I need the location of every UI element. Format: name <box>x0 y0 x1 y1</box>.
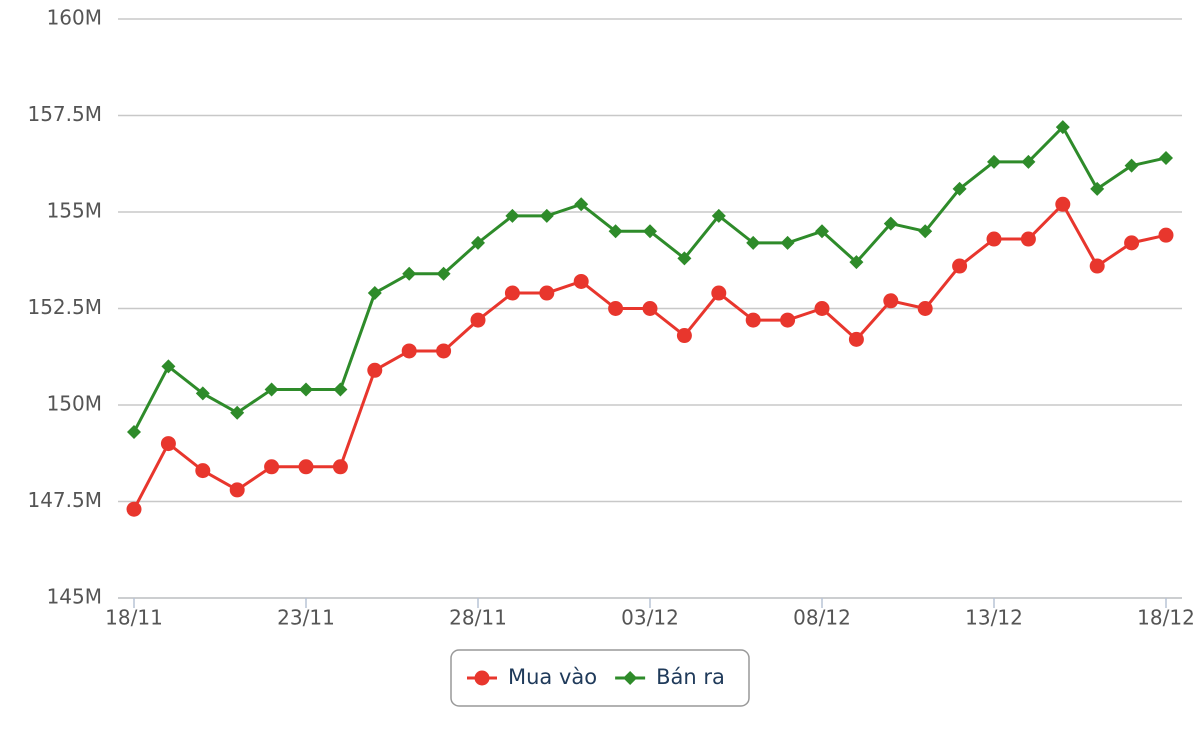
legend-label: Mua vào <box>508 665 597 689</box>
point <box>745 312 761 328</box>
y-tick-label: 160M <box>47 6 102 30</box>
point <box>436 266 451 281</box>
point <box>264 382 279 397</box>
point <box>539 208 554 223</box>
point <box>1021 154 1036 169</box>
point <box>952 258 968 274</box>
y-tick-label: 150M <box>47 392 102 416</box>
point <box>298 459 314 475</box>
point <box>574 197 589 212</box>
point <box>229 482 245 498</box>
point <box>746 235 761 250</box>
point <box>643 224 657 239</box>
point <box>676 328 692 344</box>
point <box>195 463 211 479</box>
point <box>332 459 348 475</box>
point <box>883 216 898 231</box>
point <box>642 301 658 316</box>
point <box>160 436 176 452</box>
point <box>436 343 452 359</box>
point <box>815 224 829 239</box>
point <box>918 224 933 239</box>
point <box>1124 158 1139 173</box>
point <box>127 425 141 440</box>
point <box>1089 258 1105 274</box>
point <box>1124 235 1140 251</box>
point <box>505 208 520 223</box>
point <box>1055 120 1070 135</box>
point <box>299 382 313 397</box>
point <box>573 273 589 289</box>
point <box>126 501 142 517</box>
point <box>264 459 280 475</box>
point <box>883 293 899 309</box>
point <box>986 231 1002 247</box>
x-tick-label: 08/12 <box>793 606 851 630</box>
x-tick-label: 18/12 <box>1137 606 1195 630</box>
legend-box <box>450 649 750 707</box>
point <box>504 285 520 301</box>
point <box>711 285 727 301</box>
series-line <box>132 202 1167 510</box>
point <box>780 312 796 328</box>
point <box>711 208 726 223</box>
point <box>848 331 864 347</box>
point <box>780 235 795 250</box>
series-line <box>132 125 1167 433</box>
point <box>367 286 382 301</box>
y-tick-label: 155M <box>47 199 102 223</box>
y-tick-label: 147.5M <box>27 488 102 512</box>
point <box>230 405 245 420</box>
point <box>1159 150 1173 165</box>
point <box>917 301 933 316</box>
legend-marker <box>623 671 638 685</box>
point <box>1090 181 1105 196</box>
legend-marker <box>474 670 490 686</box>
point <box>677 251 692 266</box>
point <box>367 362 383 378</box>
point <box>987 154 1001 169</box>
x-tick-label: 18/11 <box>105 606 163 630</box>
point <box>333 382 348 397</box>
legend-label: Bán ra <box>656 665 725 689</box>
point <box>195 386 210 401</box>
point <box>1020 231 1036 247</box>
point <box>1158 227 1174 243</box>
point <box>608 301 624 316</box>
point <box>402 266 417 281</box>
x-tick-label: 13/12 <box>965 606 1023 630</box>
point <box>1055 196 1071 212</box>
point <box>470 312 486 328</box>
x-tick-label: 28/11 <box>449 606 507 630</box>
point <box>161 359 176 374</box>
y-tick-label: 145M <box>47 585 102 609</box>
y-tick-label: 157.5M <box>27 102 102 126</box>
point <box>952 181 967 196</box>
point <box>539 285 555 301</box>
point <box>471 235 485 250</box>
point <box>814 301 830 316</box>
x-tick-label: 03/12 <box>621 606 679 630</box>
y-tick-label: 152.5M <box>27 295 102 319</box>
x-tick-label: 23/11 <box>277 606 335 630</box>
point <box>608 224 623 239</box>
point <box>849 255 864 270</box>
point <box>401 343 417 359</box>
